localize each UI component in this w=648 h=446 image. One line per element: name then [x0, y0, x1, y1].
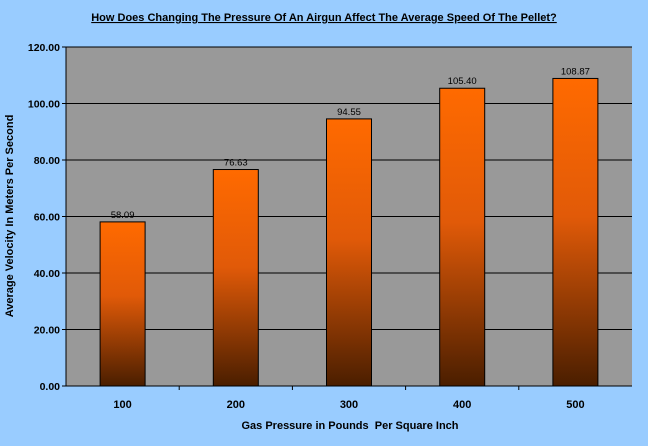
y-axis-title: Average Velocity In Meters Per Second	[4, 115, 16, 318]
bar	[439, 87, 486, 387]
y-tick-label: 100.00	[28, 99, 60, 111]
x-axis-title: Gas Pressure in Pounds Per Square Inch	[241, 420, 458, 432]
y-tick-label: 0.00	[40, 381, 61, 393]
bar	[99, 221, 146, 387]
data-label: 58.09	[111, 210, 135, 221]
x-tick-label: 400	[453, 399, 471, 411]
x-tick-label: 200	[227, 399, 245, 411]
y-tick-label: 40.00	[34, 268, 60, 280]
data-label: 108.87	[561, 66, 590, 77]
bar	[212, 169, 259, 387]
x-axis-ticks: 100 200 300 400 500	[113, 386, 585, 411]
chart-title: How Does Changing The Pressure Of An Air…	[91, 12, 557, 24]
data-label: 105.40	[448, 76, 477, 87]
x-tick-label: 100	[113, 399, 131, 411]
x-tick-label: 300	[340, 399, 358, 411]
data-label: 94.55	[337, 107, 361, 118]
data-label: 76.63	[224, 158, 248, 169]
bar	[552, 77, 599, 387]
data-labels: 58.09 76.63 94.55 105.40 108.87	[111, 66, 590, 220]
y-axis-ticks: 0.00 20.00 40.00 60.00 80.00 100.00 120.00	[28, 42, 66, 393]
x-tick-label: 500	[566, 399, 584, 411]
bars	[99, 77, 599, 387]
y-tick-label: 20.00	[34, 325, 60, 337]
bar	[326, 118, 372, 387]
y-tick-label: 120.00	[28, 42, 60, 54]
y-tick-label: 60.00	[34, 212, 60, 224]
y-tick-label: 80.00	[34, 155, 60, 167]
